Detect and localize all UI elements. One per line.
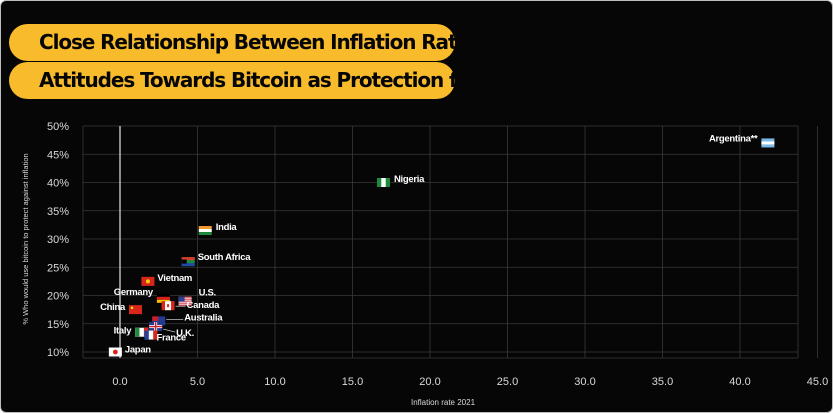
x-tick-label: 0.0 [112,376,127,388]
x-tick-label: 35.0 [652,376,673,388]
flag-icon [153,330,158,340]
y-tick-label: 25% [47,262,69,274]
chart-title-line-1: Close Relationship Between Inflation Rat… [9,24,525,61]
x-axis-label: Inflation rate 2021 [411,398,476,407]
data-point-us: U.S. [178,288,216,306]
flag-icon [181,263,195,267]
point-label: U.K. [176,328,194,339]
axes: 10% 15% 20% 25% 30% 35% 40% 45% 50% 0.0 5.0 10.0 15.… [47,121,828,388]
data-point-australia: Australia [152,312,224,326]
point-label: France [157,333,186,344]
flag-icon [135,327,149,337]
x-tick-label: 25.0 [497,376,518,388]
flag-icon [145,279,150,284]
flag-icon [181,257,195,267]
point-label: Vietnam [157,273,192,284]
flag-icon [135,327,140,337]
grid [82,125,818,359]
flag-icon [181,259,187,264]
flag-icon [112,349,118,355]
x-tick-label: 45.0 [807,376,828,388]
data-point-argentina: Argentina** [709,133,775,148]
chart-title-line-2: Attitudes Towards Bitcoin as Protection … [9,62,520,99]
flag-icon [178,300,192,302]
flag-icon [381,178,386,187]
x-tick-label: 30.0 [574,376,595,388]
flag-icon [144,330,149,340]
y-tick-label: 10% [47,347,69,359]
flag-icon [178,296,192,298]
x-tick-label: 20.0 [419,376,440,388]
data-point-south-africa: South Africa [181,252,252,267]
data-point-canada: Canada [161,300,221,311]
flag-icon [152,316,166,326]
flag-icon [167,304,170,308]
point-label: Nigeria [394,174,425,185]
point-label: South Africa [198,252,252,263]
flag-icon [129,305,142,315]
point-label: India [216,222,238,233]
flag-icon [178,302,192,304]
flag-icon [178,304,192,306]
y-tick-label: 40% [47,178,69,190]
leader-line [163,328,176,333]
y-tick-label: 35% [47,206,69,218]
data-point-vietnam: Vietnam [141,273,192,286]
flag-icon [761,141,775,145]
flag-icon [198,232,212,236]
flag-icon [156,296,170,300]
y-tick-label: 20% [47,291,69,303]
flag-icon [198,229,212,233]
flag-icon [178,298,192,300]
flag-icon [144,330,158,340]
data-point-nigeria: Nigeria [377,174,425,187]
data-point-japan: Japan [108,345,152,357]
y-tick-label: 50% [47,121,69,133]
point-label: China [100,302,126,313]
point-label: U.S. [199,288,216,299]
data-point-italy: Italy [114,326,149,337]
x-tick-label: 10.0 [264,376,285,388]
data-point-china: China [100,302,142,315]
data-point-uk: U.K. [149,322,194,339]
x-tick-label: 15.0 [342,376,363,388]
point-label: Canada [187,300,221,311]
point-label: Italy [114,326,133,337]
flag-icon [181,257,195,261]
flag-icon [198,226,212,230]
y-axis-label: % Who would use bitcoin to protect again… [21,153,30,324]
flag-icon [178,296,185,302]
flag-icon [156,293,170,297]
x-tick-label: 40.0 [729,376,750,388]
data-points: Argentina** Nigeria India South Africa Vietn… [100,133,775,357]
point-label: Japan [125,345,151,356]
point-label: Germany [114,287,154,298]
data-point-india: India [198,222,238,236]
data-point-germany: Germany [114,287,170,303]
flag-icon [130,306,134,310]
y-tick-label: 45% [47,149,69,161]
y-tick-label: 15% [47,319,69,331]
y-tick-label: 30% [47,234,69,246]
flag-icon [152,316,159,321]
point-label: Australia [184,312,223,323]
point-label: Argentina** [709,133,758,144]
flag-icon [149,325,163,328]
x-tick-label: 5.0 [190,376,205,388]
data-point-france: France [144,330,186,344]
